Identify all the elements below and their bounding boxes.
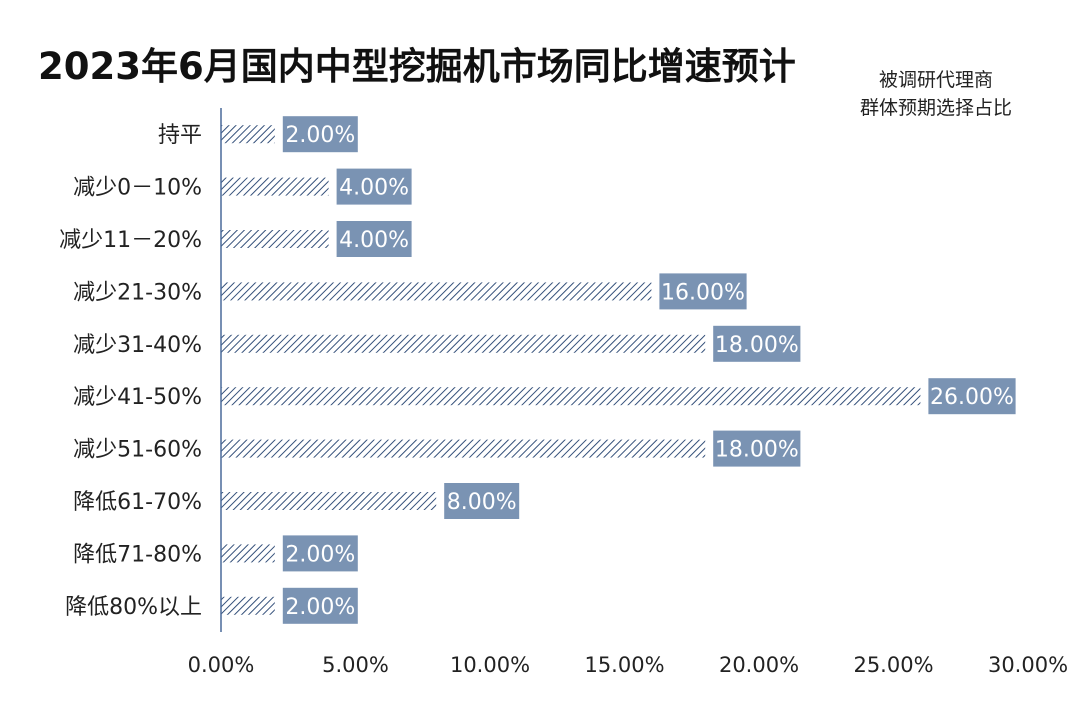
x-tick-label: 0.00% xyxy=(188,653,255,677)
category-label: 减少0－10% xyxy=(73,176,202,201)
category-label: 减少51-60% xyxy=(73,438,202,463)
data-label: 16.00% xyxy=(661,280,745,305)
data-label-box xyxy=(444,483,520,519)
x-tick-label: 10.00% xyxy=(450,653,530,677)
category-label: 减少31-40% xyxy=(73,333,202,358)
data-label: 18.00% xyxy=(715,438,799,463)
data-label: 2.00% xyxy=(285,542,355,567)
bar xyxy=(221,439,706,458)
bar xyxy=(221,492,437,510)
data-label-box xyxy=(336,221,412,257)
data-label: 18.00% xyxy=(715,333,799,358)
data-label: 4.00% xyxy=(339,228,409,253)
bar xyxy=(221,282,652,301)
legend-note-line-1: 被调研代理商 xyxy=(878,69,993,91)
x-tick-label: 15.00% xyxy=(584,653,664,677)
data-label: 2.00% xyxy=(285,123,355,148)
category-label: 降低80%以上 xyxy=(65,595,202,620)
bar xyxy=(221,544,275,563)
data-label: 26.00% xyxy=(930,385,1014,410)
data-label-box xyxy=(659,273,747,310)
x-tick-label: 5.00% xyxy=(322,653,389,677)
chart-title: 2023年6月国内中型挖掘机市场同比增速预计 xyxy=(38,45,796,88)
bar xyxy=(221,177,329,196)
category-label: 降低61-70% xyxy=(73,490,202,515)
data-label: 4.00% xyxy=(339,176,409,201)
x-tick-labels-group: 0.00% 5.00% 10.00% 15.00% 20.00% 25.00% 30.00% xyxy=(188,653,1068,677)
category-label: 持平 xyxy=(158,123,202,148)
category-label: 减少21-30% xyxy=(73,280,202,305)
bar xyxy=(221,334,706,353)
bar xyxy=(221,230,329,248)
x-tick-label: 30.00% xyxy=(988,653,1068,677)
data-label-box xyxy=(282,587,358,624)
bar xyxy=(221,596,275,615)
category-label: 减少41-50% xyxy=(73,385,202,410)
data-label-box xyxy=(713,430,801,467)
data-label-box xyxy=(928,378,1016,415)
bar xyxy=(221,387,921,406)
data-label-box xyxy=(282,116,358,153)
data-label: 8.00% xyxy=(447,490,517,515)
data-label-box xyxy=(713,325,801,362)
legend-note-line-2: 群体预期选择占比 xyxy=(859,97,1012,119)
legend-note: 被调研代理商 群体预期选择占比 xyxy=(826,66,1046,122)
x-tick-label: 20.00% xyxy=(719,653,799,677)
category-label: 降低71-80% xyxy=(73,542,202,567)
data-label: 2.00% xyxy=(285,595,355,620)
bar xyxy=(221,125,275,144)
category-label: 减少11－20% xyxy=(59,228,202,253)
bars-group: 2.00% 4.00% 4.00% 16.00% 18.00% 26.00% 18.00% 8… xyxy=(221,116,1016,624)
data-label-box xyxy=(336,168,412,205)
x-tick-label: 25.00% xyxy=(853,653,933,677)
data-label-box xyxy=(282,535,358,572)
